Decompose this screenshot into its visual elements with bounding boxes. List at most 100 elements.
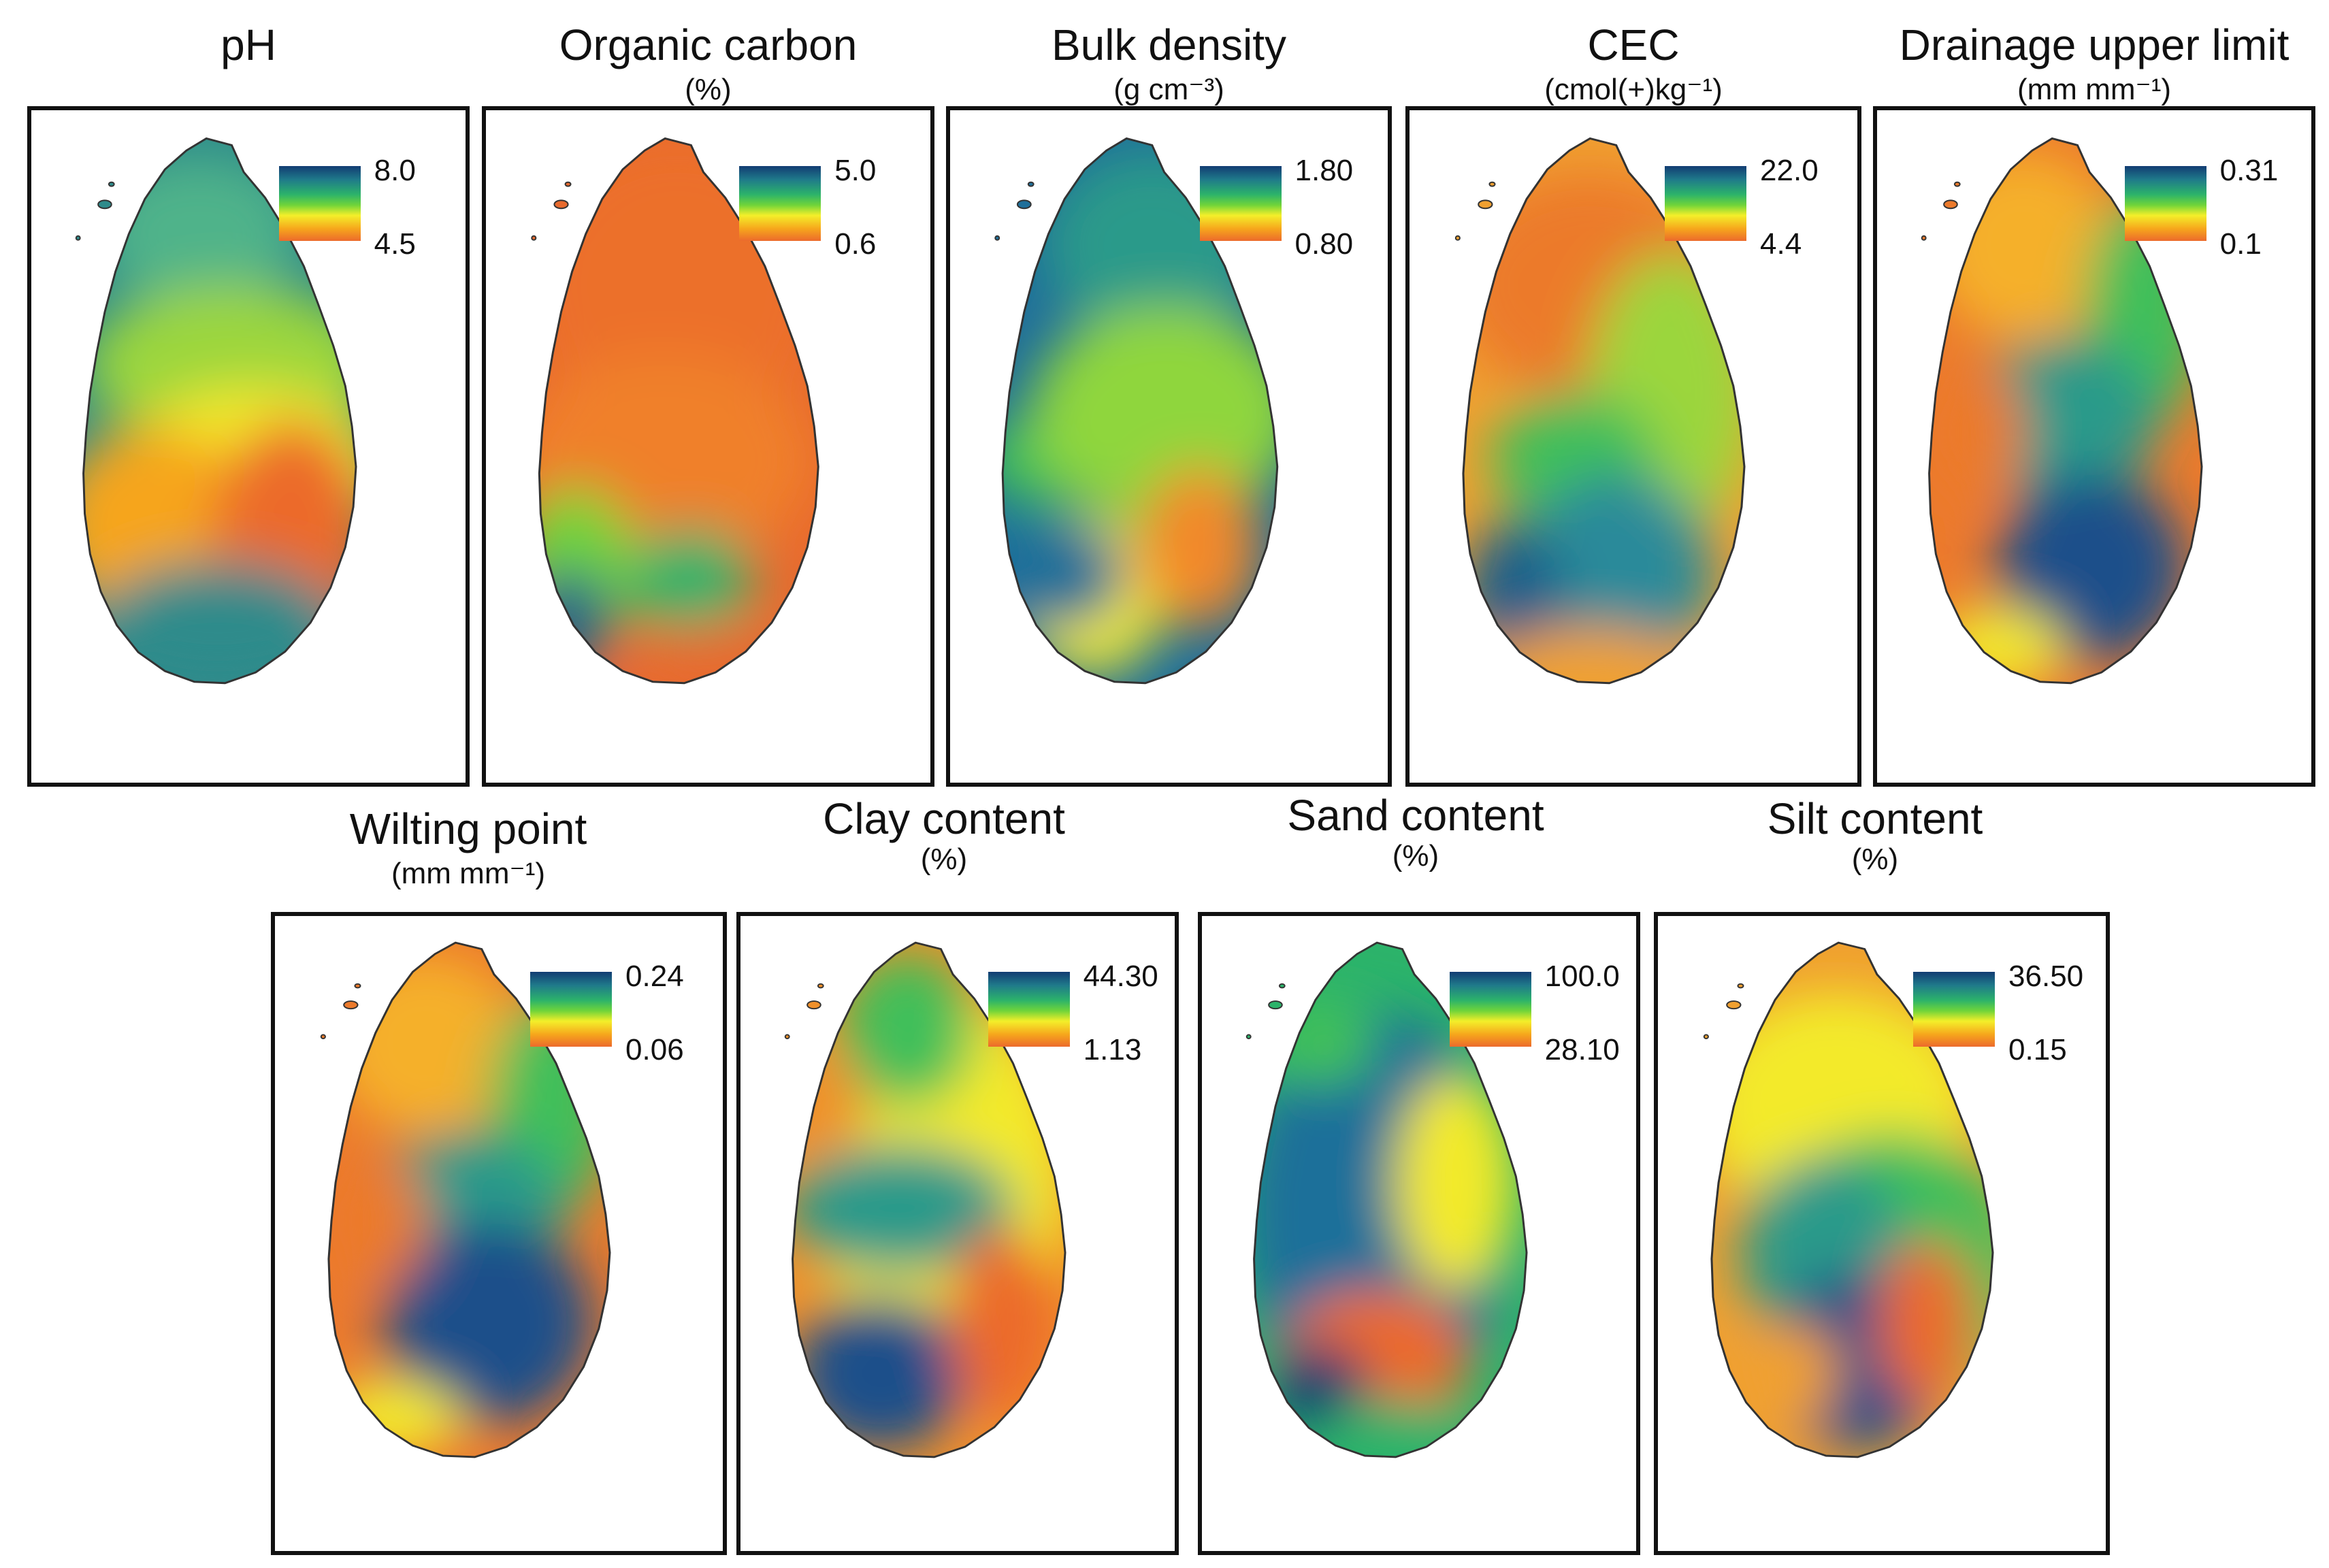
panel-bulk-density: Bulk density (g cm⁻³) 1.80 0.80 — [946, 19, 1392, 788]
legend-min-label: 0.1 — [2219, 227, 2262, 261]
legend-color-ramp — [739, 166, 821, 241]
value-zone — [1315, 1399, 1476, 1457]
legend-min-label: 4.4 — [1760, 227, 1802, 261]
value-zone — [385, 1220, 592, 1424]
small-island — [1278, 983, 1286, 989]
coastline-outline — [1710, 941, 1994, 1458]
panel-clay-content: Clay content (%) 44.30 1.13 — [736, 793, 1179, 1558]
value-zone — [1519, 473, 1713, 675]
value-zone — [841, 953, 975, 1107]
small-island — [354, 983, 361, 989]
value-zone — [1138, 466, 1260, 628]
legend-min-label: 0.6 — [834, 227, 877, 261]
legend-min-label: 4.5 — [374, 227, 416, 261]
legend-max-label: 22.0 — [1760, 154, 1819, 187]
legend-min-label: 0.06 — [625, 1033, 684, 1066]
coastline-outline — [1001, 137, 1279, 685]
map-frame: 5.0 0.6 — [482, 106, 934, 787]
legend-min-label: 28.10 — [1544, 1033, 1620, 1066]
legend: 22.0 4.4 — [1665, 154, 1857, 261]
legend-color-ramp — [530, 972, 613, 1047]
map-frame: 0.31 0.1 — [1873, 106, 2315, 787]
panel-title: Sand content — [1287, 791, 1544, 840]
legend-min-label: 0.80 — [1294, 227, 1354, 261]
value-zone — [98, 157, 299, 306]
value-zone — [947, 1227, 1055, 1418]
map-frame: 36.50 0.15 — [1654, 912, 2110, 1555]
value-zone — [629, 527, 753, 635]
value-zone — [1997, 473, 2185, 662]
small-island — [1703, 1034, 1709, 1040]
legend-color-ramp — [988, 972, 1070, 1047]
panel-title: Clay content — [823, 794, 1065, 843]
map-frame: 1.80 0.80 — [946, 106, 1392, 787]
legend-max-label: 100.0 — [1544, 960, 1620, 993]
panel-title: Bulk density — [1051, 20, 1287, 69]
panel-title: Drainage upper limit — [1899, 20, 2290, 69]
legend: 8.0 4.5 — [278, 154, 466, 261]
legend-color-ramp — [278, 166, 361, 241]
value-zone — [792, 1144, 1015, 1272]
sri-lanka-map — [1921, 137, 2203, 685]
panel-title: CEC — [1587, 20, 1680, 69]
legend: 100.0 28.10 — [1449, 960, 1636, 1066]
panel-organic-carbon: Organic carbon (%) 5.0 0.6 — [482, 19, 934, 788]
small-island — [807, 1000, 821, 1010]
small-island — [1478, 199, 1493, 210]
legend-max-label: 44.30 — [1083, 960, 1158, 993]
panel-title: Silt content — [1767, 794, 1983, 843]
soil-property-surface — [328, 943, 610, 1457]
legend-color-ramp — [1913, 972, 1996, 1047]
panel-unit: (mm mm⁻¹) — [391, 857, 545, 890]
coastline-outline — [1462, 137, 1746, 685]
small-island — [75, 235, 81, 241]
coastline-outline — [327, 941, 611, 1458]
legend-max-label: 8.0 — [374, 154, 416, 187]
panel-ph: pH 8.0 4.5 — [27, 19, 470, 788]
small-island — [1027, 181, 1035, 187]
value-zone — [329, 1157, 427, 1285]
panel-drainage-upper-limit: Drainage upper limit (mm mm⁻¹) 0.31 0.1 — [1873, 19, 2315, 788]
value-zone — [539, 567, 609, 675]
legend: 5.0 0.6 — [739, 154, 930, 261]
panel-unit: (mm mm⁻¹) — [2017, 73, 2171, 106]
value-zone — [1395, 1075, 1516, 1291]
value-zone — [328, 1379, 461, 1456]
panel-title: Wilting point — [349, 804, 587, 853]
legend-max-label: 36.50 — [2008, 960, 2084, 993]
value-zone — [792, 1056, 868, 1158]
small-island — [1454, 235, 1461, 241]
small-island — [1488, 181, 1496, 187]
coastline-outline — [1253, 941, 1528, 1458]
small-island — [1953, 181, 1961, 187]
sri-lanka-map — [320, 941, 611, 1458]
coastline-outline — [792, 941, 1066, 1458]
sri-lanka-map — [1245, 941, 1528, 1458]
legend-color-ramp — [1665, 166, 1747, 241]
small-island — [108, 181, 115, 187]
panel-sand-content: Sand content (%) 100.0 28.10 — [1198, 789, 1640, 1558]
legend-min-label: 1.13 — [1083, 1033, 1142, 1066]
value-zone — [1754, 1322, 1838, 1424]
small-island — [1726, 1000, 1742, 1010]
coastline-outline — [82, 137, 357, 685]
small-island — [531, 235, 537, 241]
value-zone — [636, 621, 801, 683]
legend-max-label: 5.0 — [834, 154, 877, 187]
sri-lanka-map — [1703, 941, 1994, 1458]
panel-unit: (%) — [920, 843, 968, 876]
sri-lanka-map — [75, 137, 357, 685]
map-frame: 100.0 28.10 — [1198, 912, 1640, 1555]
panel-unit: (%) — [685, 73, 732, 106]
small-island — [784, 1034, 790, 1040]
legend-max-label: 1.80 — [1294, 154, 1354, 187]
map-frame: 8.0 4.5 — [27, 106, 470, 787]
small-island — [1245, 1034, 1252, 1040]
value-zone — [794, 1296, 968, 1450]
legend: 36.50 0.15 — [1913, 960, 2106, 1066]
soil-property-surface — [792, 943, 1066, 1457]
value-zone — [1930, 365, 2024, 501]
value-zone — [1930, 608, 2064, 683]
map-frame: 22.0 4.4 — [1405, 106, 1861, 787]
sri-lanka-map — [1454, 137, 1746, 685]
